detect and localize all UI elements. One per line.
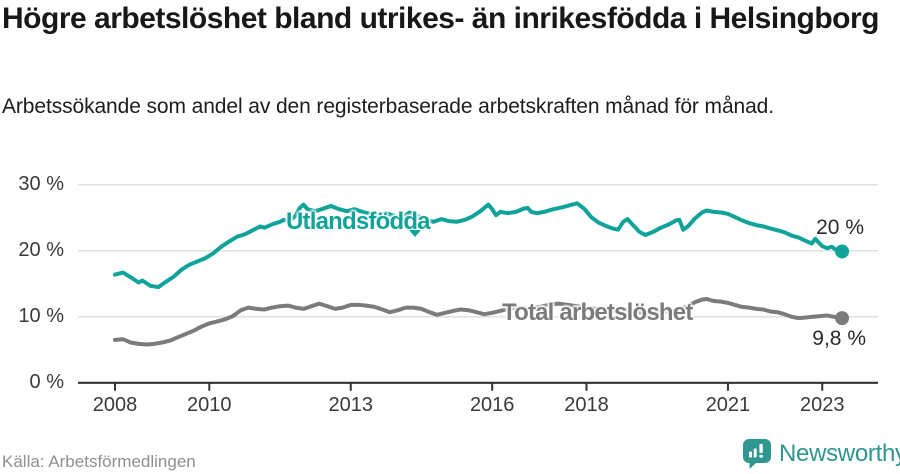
page-subtitle: Arbetssökande som andel av den registerb… (2, 95, 774, 118)
y-tick-label-20: 20 % (18, 239, 64, 261)
series-pointer-caret-icon (409, 230, 421, 237)
y-tick-label-0: 0 % (29, 371, 64, 393)
x-tick-label: 2013 (328, 394, 374, 416)
x-tick-label: 2018 (564, 394, 609, 416)
source-note: Källa: Arbetsförmedlingen (2, 452, 196, 471)
x-tick-label: 2016 (469, 394, 515, 416)
newsworthy-logo-icon (743, 439, 771, 469)
series-label-utlandsfodda: Utlandsfödda (286, 208, 431, 235)
brand-lockup: Newsworthy (743, 439, 900, 469)
brand-name: Newsworthy (779, 440, 900, 467)
y-tick-label-10: 10 % (18, 305, 64, 327)
x-tick-label: 2021 (705, 394, 751, 416)
y-tick-label-30: 30 % (18, 173, 64, 195)
x-tick-label: 2008 (92, 394, 138, 416)
page-title: Högre arbetslöshet bland utrikes- än inr… (2, 2, 880, 35)
series-label-total: Total arbetslöshet (502, 299, 693, 326)
x-tick-label: 2010 (187, 394, 232, 416)
end-value-total: 9,8 % (812, 327, 866, 350)
x-tick-label: 2023 (800, 394, 845, 416)
end-value-utlandsfodda: 20 % (816, 216, 864, 239)
